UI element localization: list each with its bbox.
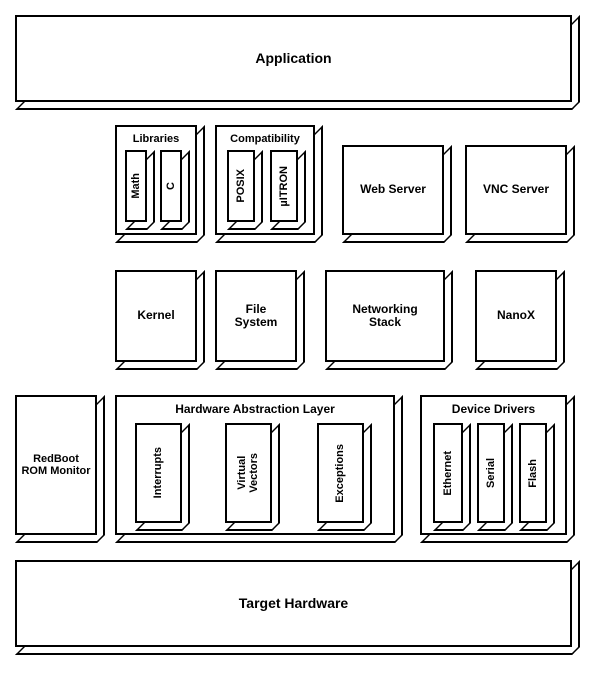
block-label: POSIX xyxy=(235,169,247,203)
block-drv_serial: Serial xyxy=(477,423,513,531)
block-application: Application xyxy=(15,15,580,110)
block-lib_c: C xyxy=(160,150,190,230)
block-drv_eth: Ethernet xyxy=(433,423,471,531)
block-hal_int: Interrupts xyxy=(135,423,190,531)
block-label: Web Server xyxy=(360,183,426,196)
block-label: Exceptions xyxy=(334,444,346,503)
block-lib_math: Math xyxy=(125,150,155,230)
block-label: RedBootROM Monitor xyxy=(21,453,90,477)
block-label: Libraries xyxy=(133,133,179,145)
block-hal_vv: VirtualVectors xyxy=(225,423,280,531)
block-label: NanoX xyxy=(497,309,535,322)
block-hal_exc: Exceptions xyxy=(317,423,372,531)
block-label: Target Hardware xyxy=(239,596,348,611)
block-compat_uitron: µITRON xyxy=(270,150,306,230)
block-target_hw: Target Hardware xyxy=(15,560,580,655)
block-label: Flash xyxy=(527,459,539,488)
block-label: Interrupts xyxy=(152,447,164,498)
block-nanox: NanoX xyxy=(475,270,565,370)
block-label: Kernel xyxy=(137,309,174,322)
block-web_server: Web Server xyxy=(342,145,452,243)
block-label: Device Drivers xyxy=(452,403,535,416)
block-label: Application xyxy=(255,51,331,66)
block-vnc_server: VNC Server xyxy=(465,145,575,243)
system-architecture-diagram: Application Libraries Math C Compatibility PO… xyxy=(15,15,580,658)
block-label: VNC Server xyxy=(483,183,549,196)
block-kernel: Kernel xyxy=(115,270,205,370)
block-filesystem: FileSystem xyxy=(215,270,305,370)
block-label: Ethernet xyxy=(442,451,454,496)
block-label: Hardware Abstraction Layer xyxy=(175,403,335,416)
block-label: Serial xyxy=(485,458,497,488)
block-label: VirtualVectors xyxy=(236,453,260,493)
block-redboot: RedBootROM Monitor xyxy=(15,395,105,543)
block-label: C xyxy=(165,182,177,190)
block-label: NetworkingStack xyxy=(352,303,417,329)
block-label: Math xyxy=(130,173,142,199)
block-label: FileSystem xyxy=(235,303,278,329)
block-compat_posix: POSIX xyxy=(227,150,263,230)
block-label: Compatibility xyxy=(230,133,300,145)
block-drv_flash: Flash xyxy=(519,423,555,531)
block-netstack: NetworkingStack xyxy=(325,270,453,370)
block-label: µITRON xyxy=(278,166,290,207)
